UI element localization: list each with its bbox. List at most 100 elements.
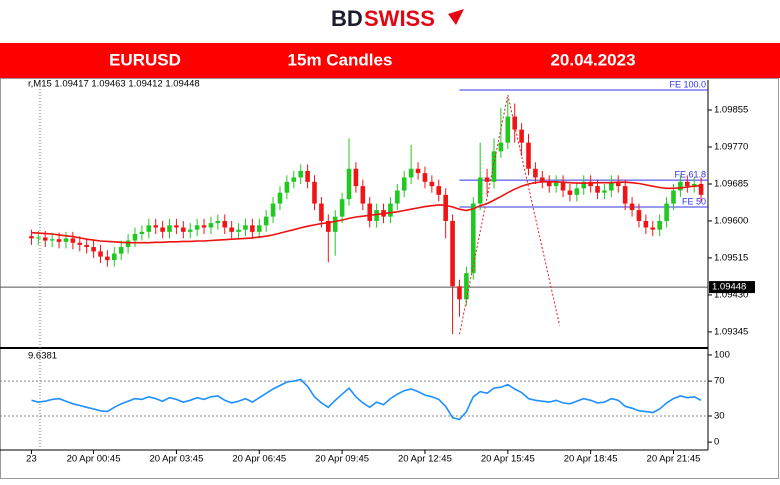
y-tick-label: 1.09855 — [714, 105, 748, 116]
y-tick-label: 0 — [714, 437, 719, 448]
candle-body — [615, 181, 621, 187]
candle-body — [256, 225, 262, 232]
candle-body — [77, 242, 83, 245]
candle-body — [153, 225, 159, 228]
candle-body — [484, 177, 490, 182]
candle-body — [291, 177, 297, 182]
candle-body — [250, 225, 255, 232]
candle-body — [526, 142, 531, 169]
candle-body — [650, 227, 656, 230]
candle-body — [602, 190, 607, 193]
indicator-line — [31, 378, 702, 421]
candle-body — [622, 186, 628, 204]
candle-body — [443, 194, 448, 221]
candle-body — [298, 170, 303, 178]
fib-label: FE 100.0 — [669, 79, 706, 89]
candle-body — [312, 181, 317, 204]
fib-label: FE 50 — [682, 196, 706, 206]
candle-body — [29, 236, 34, 239]
candle-body — [208, 223, 214, 228]
candle-body — [70, 238, 76, 243]
candle-body — [111, 253, 117, 261]
price-box — [709, 281, 755, 294]
header-timeframe: 15m Candles — [288, 50, 393, 69]
header-symbol: EURUSD — [109, 50, 181, 69]
candle-body — [118, 247, 124, 254]
candle-body — [160, 227, 165, 232]
candle-body — [664, 203, 669, 221]
logo-icon — [448, 9, 464, 25]
candle-body — [609, 181, 614, 191]
candle-body — [132, 234, 138, 241]
candle-body — [84, 244, 89, 248]
candle-body — [139, 231, 145, 235]
candle-body — [477, 177, 483, 204]
price-label: 1.09448 — [712, 282, 746, 293]
candle-body — [98, 251, 103, 257]
x-tick-label: 20 Apr 15:45 — [481, 454, 535, 465]
y-tick-label: 1.09770 — [714, 142, 748, 153]
candle-body — [698, 183, 704, 195]
candle-body — [332, 216, 338, 232]
candle-body — [243, 225, 248, 230]
candle-body — [367, 203, 373, 221]
candle-body — [201, 225, 207, 228]
candle-body — [91, 247, 96, 252]
y-tick-label: 1.09345 — [714, 326, 748, 337]
candle-body — [270, 203, 276, 217]
candle-body — [187, 229, 193, 232]
candle-body — [229, 227, 234, 232]
candle-body — [657, 220, 662, 230]
candle-body — [42, 237, 48, 241]
candle-body — [263, 216, 269, 226]
candle-body — [588, 181, 593, 187]
candle-body — [450, 220, 455, 287]
candle-body — [388, 203, 393, 217]
chart-frame — [0, 78, 779, 479]
candle-body — [146, 225, 152, 232]
candle-body — [470, 203, 476, 274]
candle-body — [401, 177, 407, 191]
indicator-label: 9.6381 — [28, 351, 57, 362]
candle-body — [464, 273, 469, 300]
candle-body — [643, 220, 649, 228]
candle-body — [374, 210, 379, 221]
candle-body — [574, 188, 580, 195]
candle-body — [512, 116, 518, 130]
candle-body — [305, 170, 310, 182]
fib-expansion — [459, 94, 561, 335]
candle-body — [215, 220, 221, 224]
logo-dark: BD — [331, 6, 363, 31]
x-tick-label: 20 Apr 12:45 — [398, 454, 452, 465]
candle-body — [429, 181, 435, 187]
candle-body — [395, 190, 400, 204]
candle-body — [346, 168, 352, 200]
candle-body — [684, 181, 690, 187]
x-tick-label: 23 — [26, 454, 37, 465]
candle-body — [125, 240, 131, 248]
candle-body — [457, 286, 462, 300]
candle-body — [63, 238, 69, 242]
candle-body — [49, 239, 55, 241]
candle-body — [595, 186, 600, 193]
logo-accent: SWISS — [364, 6, 435, 31]
candle-body — [678, 181, 683, 191]
candle-body — [36, 237, 41, 239]
chart-info: r,M15 1.09417 1.09463 1.09412 1.09448 — [28, 79, 200, 90]
candle-body — [339, 199, 345, 217]
candle-body — [236, 229, 241, 232]
candle-body — [319, 203, 324, 221]
candle-body — [629, 203, 635, 211]
candle-body — [436, 186, 442, 195]
x-tick-label: 20 Apr 18:45 — [564, 454, 618, 465]
x-tick-label: 20 Apr 00:45 — [67, 454, 121, 465]
candle-body — [498, 142, 504, 152]
moving-average — [31, 181, 702, 244]
x-tick-label: 20 Apr 21:45 — [647, 454, 701, 465]
x-tick-label: 20 Apr 06:45 — [232, 454, 286, 465]
candle-body — [540, 177, 545, 182]
header-bar — [0, 43, 780, 78]
y-tick-label: 1.09600 — [714, 215, 748, 226]
x-tick-label: 20 Apr 09:45 — [315, 454, 369, 465]
